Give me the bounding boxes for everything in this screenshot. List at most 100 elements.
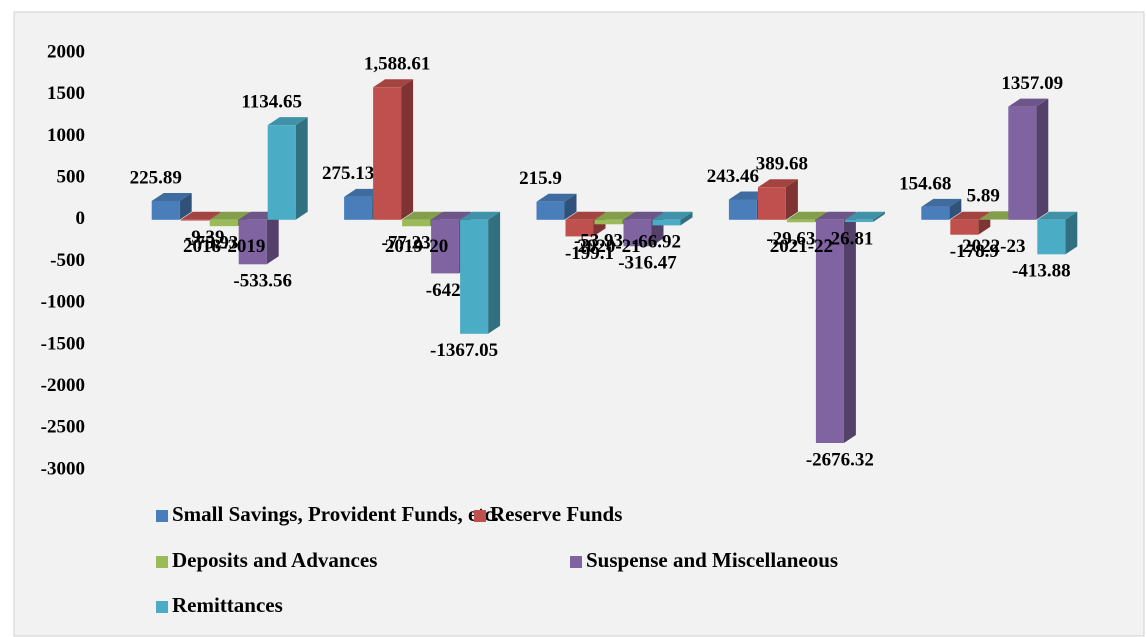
bar [757, 187, 786, 220]
bar-top [921, 198, 962, 207]
bar [844, 219, 873, 223]
bar-top [786, 211, 827, 220]
data-label: 225.89 [130, 167, 182, 188]
bar [180, 219, 209, 221]
data-label: -77.23 [382, 233, 431, 254]
data-label: 1,588.61 [364, 54, 431, 75]
bar-top [267, 117, 308, 126]
data-label: -26.81 [824, 228, 873, 249]
bar-side [564, 193, 577, 220]
bar-side [1065, 211, 1078, 255]
bar [979, 219, 1008, 220]
x-tick-label: 2020-21 [577, 236, 640, 257]
y-tick-label: -1000 [41, 292, 85, 313]
bar-side [785, 179, 798, 220]
bar-top [565, 211, 606, 220]
x-tick-label: 2019-20 [385, 236, 448, 257]
data-label: 389.68 [756, 154, 808, 175]
legend-swatch [570, 556, 582, 568]
bar-side [843, 211, 856, 444]
data-label: -53.93 [574, 231, 623, 252]
bar [536, 201, 565, 220]
data-label: -9.39 [185, 227, 225, 248]
bar [344, 196, 373, 220]
data-label: -75.93 [189, 232, 238, 253]
y-tick-label: -3000 [41, 458, 85, 479]
legend-swatch [156, 601, 168, 613]
bar [652, 219, 681, 226]
y-tick-label: -1500 [41, 333, 85, 354]
bar-top [209, 211, 250, 220]
bar [238, 219, 267, 265]
bar-top [652, 211, 693, 220]
legend-label: Remittances [172, 593, 283, 617]
data-label: -178.9 [950, 241, 999, 262]
bar [1008, 106, 1037, 220]
bar-top [815, 211, 856, 220]
bar-top [373, 79, 414, 88]
bar [209, 219, 238, 227]
data-label: 215.9 [519, 168, 562, 189]
bar [1037, 219, 1066, 255]
data-label: -29.63 [766, 229, 815, 250]
bar [950, 219, 979, 235]
bar [373, 87, 402, 220]
y-tick-label: 500 [57, 166, 86, 187]
y-tick-label: -2000 [41, 375, 85, 396]
bar-side [1036, 98, 1049, 220]
data-label: -1367.05 [430, 340, 498, 361]
bar [728, 199, 757, 220]
legend-swatch [156, 556, 168, 568]
chart-background [13, 11, 1145, 637]
bar-top [180, 211, 221, 220]
bar-side [295, 117, 308, 220]
bar-side [179, 192, 192, 220]
data-label: -199.1 [565, 243, 614, 264]
bar-side [208, 211, 221, 221]
data-label: -533.56 [233, 271, 292, 292]
data-label: -413.88 [1012, 261, 1071, 282]
bar-top [1008, 98, 1049, 107]
data-label: -316.47 [618, 253, 677, 274]
legend-label: Small Savings, Provident Funds, etc. [172, 502, 499, 526]
data-label: -66.92 [632, 232, 681, 253]
data-label: 5.89 [967, 186, 1000, 207]
legend-swatch [156, 510, 168, 522]
legend-swatch [474, 510, 486, 522]
bar [623, 219, 652, 247]
y-tick-label: 1500 [47, 83, 85, 104]
bar [594, 219, 623, 225]
bar-side [949, 198, 962, 220]
legend-label: Suspense and Miscellaneous [586, 548, 838, 572]
bar-side [401, 79, 414, 220]
bar-top [950, 211, 991, 220]
bar [460, 219, 489, 334]
bar [151, 200, 180, 220]
bar-top [460, 211, 501, 220]
data-label: 154.68 [899, 173, 951, 194]
bar [815, 219, 844, 444]
y-tick-label: -500 [50, 250, 85, 271]
y-tick-label: 0 [76, 208, 86, 229]
bar-top [1037, 211, 1078, 220]
data-label: 275.13 [322, 163, 374, 184]
bar [921, 206, 950, 220]
data-label: 1134.65 [241, 92, 302, 113]
data-label: 1357.09 [1001, 73, 1063, 94]
bar-top [151, 192, 192, 201]
bar [402, 219, 431, 227]
bar [431, 219, 460, 274]
y-tick-label: -2500 [41, 417, 85, 438]
bar-top [594, 211, 635, 220]
bar-top [844, 211, 885, 220]
data-label: 243.46 [707, 166, 759, 187]
legend-label: Deposits and Advances [172, 548, 377, 572]
bar [786, 219, 815, 223]
x-tick-label: 2022-23 [962, 236, 1025, 257]
bar-side [266, 211, 279, 265]
x-tick-label: 2018-2019 [183, 236, 265, 257]
x-tick-label: 2021-22 [770, 236, 833, 257]
bar-top [757, 179, 798, 188]
bar-top [431, 211, 472, 220]
